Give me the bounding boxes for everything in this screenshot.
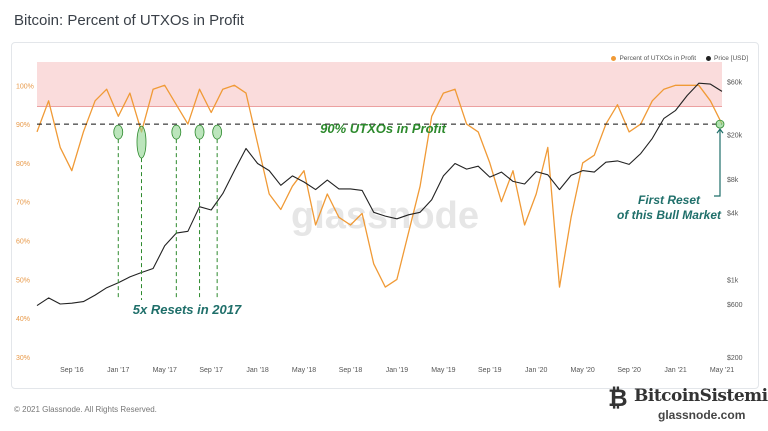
axis-layer: 30% 40% 50% 60% 70% 80% 90% 100% $200 $600 $1k $4k $… <box>16 80 743 374</box>
legend-label: Price [USD] <box>714 55 748 62</box>
resets-label: 5x Resets in 2017 <box>133 302 242 317</box>
y-right-tick-label: $20k <box>727 133 743 140</box>
x-tick-label: May '17 <box>153 367 177 374</box>
reset-marker <box>136 125 147 159</box>
x-tick-label: Sep '17 <box>199 367 223 374</box>
profit-highlight-band <box>37 62 722 107</box>
y-right-tick-label: $600 <box>727 302 743 309</box>
utxo-profit-series-line <box>36 84 723 288</box>
x-tick-label: Jan '21 <box>664 367 686 374</box>
series-layer <box>36 82 723 307</box>
legend-label: Percent of UTXOs in Profit <box>619 55 697 62</box>
copyright-footer: © 2021 Glassnode. All Rights Reserved. <box>14 405 157 414</box>
price-series-line <box>36 82 723 307</box>
brand-logo: ₿ BitcoinSistemi glassnode.com <box>606 380 768 428</box>
reset-marker <box>171 124 182 140</box>
x-tick-label: May '21 <box>710 367 734 374</box>
y-left-tick-label: 100% <box>16 83 34 90</box>
legend-item-utxo[interactable]: Percent of UTXOs in Profit <box>611 55 696 62</box>
legend-item-price[interactable]: Price [USD] <box>706 55 748 62</box>
y-right-tick-label: $4k <box>727 210 739 217</box>
x-tick-label: Jan '20 <box>525 367 547 374</box>
legend-dot-icon <box>706 55 712 61</box>
first-reset-label-1: First Reset <box>638 193 701 207</box>
first-reset-marker <box>715 119 725 129</box>
x-tick-label: Jan '19 <box>386 367 408 374</box>
first-reset-connector <box>714 129 721 197</box>
x-tick-label: Sep '18 <box>339 367 363 374</box>
first-reset-arrowhead <box>716 128 724 134</box>
first-reset-label-2: of this Bull Market <box>617 208 722 222</box>
y-left-tick-label: 40% <box>16 316 30 323</box>
x-tick-label: Jan '17 <box>107 367 129 374</box>
reset-marker <box>113 124 124 140</box>
reset-marker <box>212 124 223 140</box>
bitcoin-icon: ₿ <box>608 384 628 412</box>
brand-name: BitcoinSistemi <box>634 386 768 406</box>
highlight-band-layer <box>37 62 722 108</box>
x-tick-label: Sep '20 <box>617 367 641 374</box>
threshold-label: 90% UTXOs in Profit <box>320 121 446 136</box>
y-left-tick-label: 60% <box>16 239 30 246</box>
y-left-tick-label: 90% <box>16 122 30 129</box>
y-left-tick-label: 30% <box>16 355 30 362</box>
x-tick-label: May '20 <box>571 367 595 374</box>
x-tick-label: May '19 <box>431 367 455 374</box>
y-left-tick-label: 80% <box>16 161 30 168</box>
y-left-tick-label: 70% <box>16 200 30 207</box>
chart-legend: Percent of UTXOs in Profit Price [USD] <box>611 55 748 62</box>
x-tick-label: May '18 <box>292 367 316 374</box>
y-right-tick-label: $8k <box>727 177 739 184</box>
brand-sub: glassnode.com <box>658 408 746 422</box>
y-right-tick-label: $200 <box>727 355 743 362</box>
x-tick-label: Sep '19 <box>478 367 502 374</box>
legend-dot-icon <box>611 55 617 61</box>
y-right-tick-label: $1k <box>727 277 739 284</box>
x-tick-label: Jan '18 <box>246 367 268 374</box>
annotation-layer: 90% UTXOs in Profit 5x Resets in 2017 Fi… <box>113 119 725 317</box>
reset-marker <box>194 124 205 140</box>
y-right-tick-label: $60k <box>727 80 743 87</box>
page-title: Bitcoin: Percent of UTXOs in Profit <box>14 12 245 29</box>
x-tick-label: Sep '16 <box>60 367 84 374</box>
y-left-tick-label: 50% <box>16 277 30 284</box>
